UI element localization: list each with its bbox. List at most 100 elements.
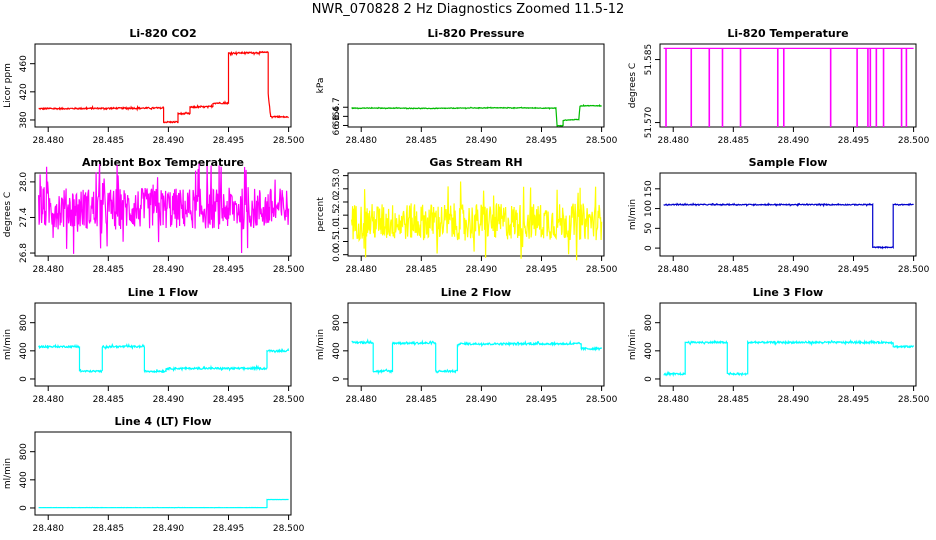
chart-title: Li-820 Pressure: [428, 27, 525, 40]
x-tick-label: 28.500: [898, 395, 930, 405]
y-tick-label: 0.0: [332, 247, 342, 262]
y-tick-label: 50: [644, 222, 654, 234]
y-tick-label: 51.570: [644, 107, 654, 139]
x-tick-label: 28.480: [32, 136, 64, 146]
y-tick-label: 66.4: [332, 106, 342, 126]
chart-title: Line 2 Flow: [441, 286, 511, 299]
x-tick-label: 28.480: [657, 395, 689, 405]
y-tick-label: 0: [19, 505, 29, 511]
y-tick-label: 66.1: [332, 115, 342, 135]
x-tick-label: 28.500: [898, 265, 930, 275]
x-tick-label: 28.500: [586, 265, 618, 275]
x-tick-label: 28.500: [273, 524, 305, 534]
page-title: NWR_070828 2 Hz Diagnostics Zoomed 11.5-…: [311, 2, 625, 17]
y-tick-label: 0: [332, 376, 342, 382]
y-tick-label: 28.0: [19, 172, 29, 192]
series-line: [38, 163, 290, 254]
x-tick-label: 28.480: [657, 265, 689, 275]
y-tick-label: 66.7: [332, 97, 342, 117]
y-tick-label: 0: [19, 376, 29, 382]
y-axis-label: percent: [316, 197, 326, 232]
x-tick-label: 28.480: [345, 136, 377, 146]
chart-panel-2: Li-820 Pressure kPa 28.480 28.485 28.490 28.4…: [316, 27, 618, 146]
x-tick-label: 28.485: [406, 395, 438, 405]
x-tick-label: 28.490: [466, 136, 498, 146]
y-axis-label: Licor ppm: [3, 63, 13, 108]
x-tick-label: 28.500: [898, 136, 930, 146]
y-tick-label: 150: [644, 180, 654, 197]
series-line: [38, 498, 289, 509]
y-tick-label: 800: [19, 443, 29, 460]
x-tick-label: 28.480: [32, 395, 64, 405]
plot-frame: [34, 43, 292, 128]
series-line: [38, 50, 289, 124]
x-tick-label: 28.490: [153, 265, 185, 275]
y-axis-label: degrees C: [3, 192, 13, 237]
y-tick-label: 0: [644, 245, 654, 251]
y-axis-label: ml/min: [3, 329, 13, 360]
plot-frame: [659, 172, 917, 257]
y-axis-label: degrees C: [628, 63, 638, 108]
y-tick-label: 0.5: [332, 234, 342, 248]
y-tick-label: 51.585: [644, 44, 654, 76]
plot-frame: [347, 172, 605, 257]
x-tick-label: 28.485: [718, 265, 750, 275]
chart-title: Gas Stream RH: [429, 156, 522, 169]
x-tick-label: 28.495: [213, 265, 245, 275]
x-tick-label: 28.495: [526, 395, 558, 405]
y-tick-label: 800: [332, 314, 342, 331]
plot-frame: [659, 302, 917, 387]
series-line: [38, 342, 290, 374]
y-tick-label: 1.5: [332, 208, 342, 222]
series-line: [351, 103, 602, 127]
x-tick-label: 28.500: [586, 136, 618, 146]
series-line: [351, 181, 603, 261]
y-tick-label: 400: [332, 342, 342, 359]
y-tick-label: 400: [644, 342, 654, 359]
x-tick-label: 28.485: [93, 524, 125, 534]
series-line: [663, 339, 915, 377]
y-axis-label: ml/min: [628, 199, 638, 230]
chart-title: Ambient Box Temperature: [82, 156, 244, 169]
y-tick-label: 2.5: [332, 182, 342, 196]
plot-frame: [347, 302, 605, 387]
series-line: [351, 338, 603, 376]
x-tick-label: 28.485: [406, 136, 438, 146]
chart-title: Li-820 CO2: [129, 27, 196, 40]
chart-title: Line 1 Flow: [128, 286, 198, 299]
x-tick-label: 28.485: [93, 395, 125, 405]
x-tick-label: 28.495: [213, 136, 245, 146]
chart-panel-7: Line 1 Flow ml/min 28.480 28.485 28.490 28.49…: [3, 286, 305, 405]
plot-frame: [34, 172, 292, 257]
x-tick-label: 28.490: [466, 395, 498, 405]
x-tick-label: 28.495: [838, 395, 870, 405]
series-line: [663, 202, 914, 250]
y-axis-label: kPa: [316, 78, 326, 94]
y-tick-label: 460: [19, 55, 29, 72]
x-tick-label: 28.495: [838, 265, 870, 275]
chart-panel-1: Li-820 CO2 Licor ppm 28.480 28.485 28.490 28.…: [3, 27, 305, 146]
y-tick-label: 380: [19, 111, 29, 128]
x-tick-label: 28.485: [406, 265, 438, 275]
chart-title: Line 3 Flow: [753, 286, 823, 299]
y-tick-label: 800: [644, 314, 654, 331]
y-tick-label: 0: [644, 376, 654, 382]
x-tick-label: 28.495: [526, 265, 558, 275]
x-tick-label: 28.480: [32, 265, 64, 275]
x-tick-label: 28.485: [718, 136, 750, 146]
x-tick-label: 28.500: [273, 265, 305, 275]
chart-panel-4: Ambient Box Temperature degrees C 28.480 28…: [3, 156, 305, 275]
x-tick-label: 28.500: [273, 136, 305, 146]
x-tick-label: 28.490: [153, 524, 185, 534]
x-tick-label: 28.480: [345, 265, 377, 275]
x-tick-label: 28.485: [718, 395, 750, 405]
x-tick-label: 28.490: [153, 136, 185, 146]
x-tick-label: 28.480: [657, 136, 689, 146]
plot-frame: [659, 43, 917, 128]
y-tick-label: 400: [19, 342, 29, 359]
x-tick-label: 28.500: [273, 395, 305, 405]
x-tick-label: 28.495: [213, 524, 245, 534]
chart-panel-6: Sample Flow ml/min 28.480 28.485 28.490 28.49…: [628, 156, 930, 275]
x-tick-label: 28.490: [466, 265, 498, 275]
y-tick-label: 2.0: [332, 195, 342, 210]
